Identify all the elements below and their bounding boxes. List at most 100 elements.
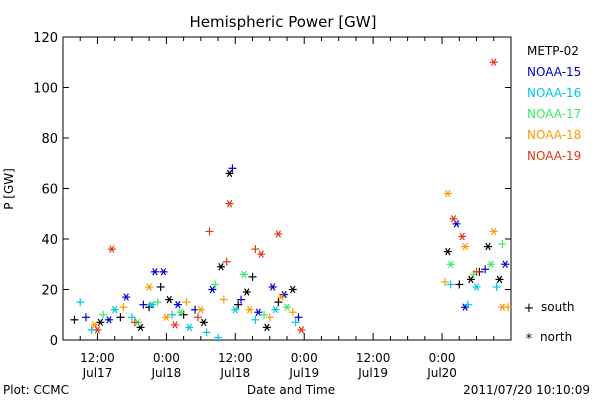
data-point-metp-02 bbox=[248, 272, 257, 281]
data-point-noaa-18 bbox=[489, 227, 498, 236]
data-point-metp-02 bbox=[455, 280, 464, 289]
data-point-noaa-17 bbox=[260, 310, 269, 319]
data-point-noaa-18 bbox=[461, 242, 470, 251]
data-point-noaa-19 bbox=[130, 318, 139, 327]
data-point-noaa-18 bbox=[119, 303, 128, 312]
data-point-metp-02 bbox=[199, 318, 208, 327]
data-point-metp-02 bbox=[443, 247, 452, 256]
data-point-noaa-18 bbox=[504, 303, 513, 312]
data-point-metp-02 bbox=[116, 313, 125, 322]
data-point-noaa-16 bbox=[251, 315, 260, 324]
data-point-noaa-19 bbox=[449, 215, 458, 223]
data-point-noaa-18 bbox=[196, 305, 205, 314]
data-points bbox=[70, 58, 513, 342]
data-point-noaa-15 bbox=[237, 295, 246, 304]
data-point-noaa-16 bbox=[291, 318, 300, 327]
data-point-metp-02 bbox=[288, 285, 297, 294]
footer-plot-credit: Plot: CCMC bbox=[3, 383, 69, 397]
data-point-metp-02 bbox=[165, 295, 174, 304]
data-point-noaa-19 bbox=[205, 227, 214, 236]
y-tick-label: 100 bbox=[33, 82, 58, 97]
x-tick-date-label: Jul17 bbox=[82, 366, 113, 380]
footer-timestamp: 2011/07/20 10:10:09 bbox=[463, 383, 590, 397]
data-point-noaa-16 bbox=[168, 310, 177, 319]
data-point-noaa-15 bbox=[173, 300, 182, 309]
marker-key-north-label: north bbox=[540, 330, 572, 344]
data-point-noaa-16 bbox=[463, 300, 472, 309]
data-point-noaa-17 bbox=[211, 280, 220, 289]
data-point-metp-02 bbox=[70, 315, 79, 324]
y-tick-label: 120 bbox=[33, 31, 58, 46]
y-tick-label: 0 bbox=[50, 334, 58, 349]
x-tick-time-label: 12:00 bbox=[356, 351, 391, 365]
data-point-noaa-15 bbox=[104, 316, 113, 324]
data-point-noaa-15 bbox=[139, 300, 148, 309]
data-point-noaa-17 bbox=[283, 303, 291, 311]
data-point-noaa-16 bbox=[127, 313, 136, 322]
data-point-noaa-16 bbox=[231, 305, 240, 314]
data-point-noaa-19 bbox=[225, 199, 234, 208]
data-point-noaa-16 bbox=[271, 305, 280, 314]
data-point-noaa-15 bbox=[150, 268, 159, 276]
data-point-noaa-16 bbox=[446, 280, 455, 289]
data-point-noaa-15 bbox=[228, 164, 237, 173]
data-point-noaa-19 bbox=[222, 257, 231, 266]
y-axis: 0 20 40 60 80 100 120 bbox=[33, 31, 511, 349]
data-point-noaa-18 bbox=[440, 277, 449, 286]
data-point-noaa-18 bbox=[277, 293, 286, 301]
data-point-noaa-15 bbox=[159, 268, 168, 276]
legend-entry-noaa-15: NOAA-15 bbox=[527, 65, 581, 79]
data-point-noaa-18 bbox=[162, 313, 171, 322]
data-point-metp-02 bbox=[216, 263, 225, 271]
data-point-noaa-17 bbox=[99, 310, 108, 319]
data-point-noaa-15 bbox=[81, 313, 90, 322]
y-tick-label: 60 bbox=[41, 183, 58, 198]
y-axis-label: P [GW] bbox=[2, 168, 16, 210]
legend-entry-metp-02: METP-02 bbox=[527, 44, 579, 58]
data-point-noaa-15 bbox=[268, 283, 277, 291]
data-point-noaa-19 bbox=[472, 267, 481, 276]
data-point-noaa-18 bbox=[219, 295, 228, 304]
data-point-noaa-19 bbox=[297, 326, 306, 334]
legend-entry-noaa-18: NOAA-18 bbox=[527, 128, 581, 142]
legend-entry-noaa-16: NOAA-16 bbox=[527, 86, 581, 100]
data-point-noaa-18 bbox=[265, 313, 274, 322]
x-tick-date-label: Jul19 bbox=[288, 366, 319, 380]
data-point-metp-02 bbox=[274, 298, 283, 307]
y-tick-label: 80 bbox=[41, 132, 58, 147]
marker-key: + south * north bbox=[524, 300, 575, 347]
x-tick-time-label: 12:00 bbox=[218, 351, 253, 365]
data-point-metp-02 bbox=[225, 169, 234, 178]
data-point-noaa-16 bbox=[148, 300, 157, 309]
data-point-noaa-19 bbox=[274, 230, 283, 238]
data-point-noaa-17 bbox=[486, 260, 495, 268]
data-point-noaa-16 bbox=[492, 282, 501, 291]
data-point-noaa-19 bbox=[257, 250, 266, 258]
data-point-noaa-17 bbox=[176, 308, 185, 316]
data-point-noaa-18 bbox=[182, 298, 191, 307]
x-tick-date-label: Jul18 bbox=[219, 366, 250, 380]
data-point-noaa-19 bbox=[193, 313, 202, 322]
data-point-noaa-19 bbox=[458, 232, 467, 241]
data-point-metp-02 bbox=[234, 300, 243, 309]
data-point-noaa-17 bbox=[239, 270, 248, 279]
data-point-noaa-15 bbox=[208, 285, 217, 294]
data-point-noaa-19 bbox=[171, 321, 179, 329]
data-point-noaa-15 bbox=[122, 293, 131, 301]
x-axis: 12:00Jul170:00Jul1812:00Jul180:00Jul1912… bbox=[62, 37, 512, 380]
data-point-noaa-19 bbox=[107, 245, 116, 253]
data-point-metp-02 bbox=[96, 318, 105, 327]
marker-key-south-label: south bbox=[541, 300, 575, 314]
data-point-metp-02 bbox=[242, 288, 251, 296]
marker-key-north-symbol: * bbox=[526, 332, 533, 347]
x-tick-time-label: 12:00 bbox=[80, 351, 115, 365]
data-point-noaa-16 bbox=[214, 333, 223, 342]
data-point-noaa-15 bbox=[501, 260, 510, 268]
data-point-noaa-18 bbox=[288, 308, 297, 317]
data-point-noaa-17 bbox=[153, 298, 162, 307]
y-tick-label: 40 bbox=[41, 233, 58, 248]
data-point-metp-02 bbox=[156, 282, 165, 291]
data-point-noaa-16 bbox=[110, 305, 119, 314]
x-tick-time-label: 0:00 bbox=[153, 351, 180, 365]
data-point-noaa-15 bbox=[254, 308, 263, 316]
